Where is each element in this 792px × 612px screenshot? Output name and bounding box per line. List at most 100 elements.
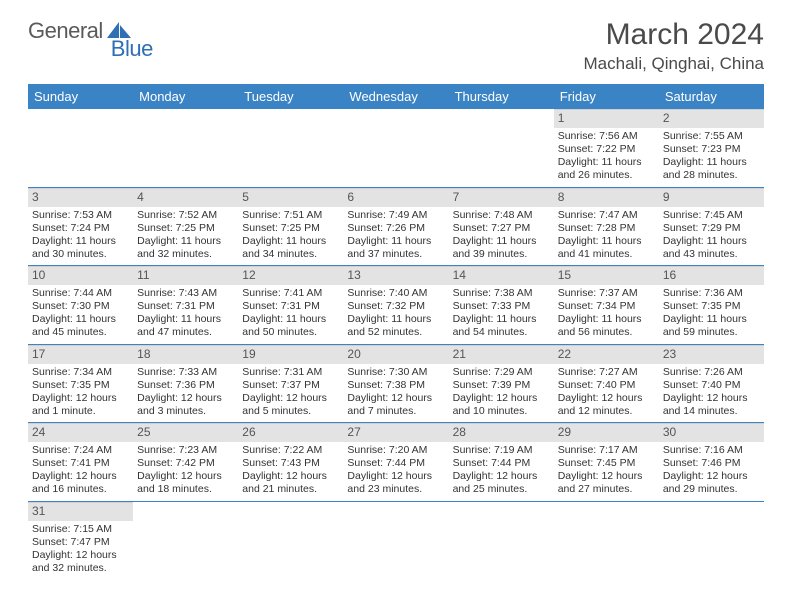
day-details: Sunrise: 7:45 AMSunset: 7:29 PMDaylight:…	[659, 207, 764, 266]
day-details: Sunrise: 7:20 AMSunset: 7:44 PMDaylight:…	[343, 442, 448, 501]
day-number: 10	[28, 266, 133, 285]
weekday-header: Sunday	[28, 84, 133, 109]
day-daylight: Daylight: 12 hours and 16 minutes.	[32, 470, 129, 496]
day-details: Sunrise: 7:16 AMSunset: 7:46 PMDaylight:…	[659, 442, 764, 501]
day-daylight: Daylight: 12 hours and 25 minutes.	[453, 470, 550, 496]
calendar-day: 15Sunrise: 7:37 AMSunset: 7:34 PMDayligh…	[554, 266, 659, 344]
day-number: 25	[133, 423, 238, 442]
day-details: Sunrise: 7:43 AMSunset: 7:31 PMDaylight:…	[133, 285, 238, 344]
calendar-day: 11Sunrise: 7:43 AMSunset: 7:31 PMDayligh…	[133, 266, 238, 344]
day-number: 30	[659, 423, 764, 442]
day-sunset: Sunset: 7:25 PM	[242, 222, 339, 235]
day-daylight: Daylight: 11 hours and 47 minutes.	[137, 313, 234, 339]
day-number: 16	[659, 266, 764, 285]
calendar-day: 27Sunrise: 7:20 AMSunset: 7:44 PMDayligh…	[343, 423, 448, 501]
page-title: March 2024	[584, 18, 764, 52]
day-number: 5	[238, 188, 343, 207]
day-number: 26	[238, 423, 343, 442]
calendar-day: 7Sunrise: 7:48 AMSunset: 7:27 PMDaylight…	[449, 188, 554, 266]
day-sunrise: Sunrise: 7:36 AM	[663, 287, 760, 300]
day-details: Sunrise: 7:56 AMSunset: 7:22 PMDaylight:…	[554, 128, 659, 187]
day-sunset: Sunset: 7:32 PM	[347, 300, 444, 313]
day-daylight: Daylight: 11 hours and 32 minutes.	[137, 235, 234, 261]
day-number: 11	[133, 266, 238, 285]
calendar-day: 29Sunrise: 7:17 AMSunset: 7:45 PMDayligh…	[554, 423, 659, 501]
calendar-day: 9Sunrise: 7:45 AMSunset: 7:29 PMDaylight…	[659, 188, 764, 266]
day-daylight: Daylight: 11 hours and 52 minutes.	[347, 313, 444, 339]
day-sunrise: Sunrise: 7:40 AM	[347, 287, 444, 300]
day-sunset: Sunset: 7:45 PM	[558, 457, 655, 470]
calendar-day: 1Sunrise: 7:56 AMSunset: 7:22 PMDaylight…	[554, 109, 659, 187]
day-number: 24	[28, 423, 133, 442]
day-sunrise: Sunrise: 7:43 AM	[137, 287, 234, 300]
day-details: Sunrise: 7:37 AMSunset: 7:34 PMDaylight:…	[554, 285, 659, 344]
calendar-day: 25Sunrise: 7:23 AMSunset: 7:42 PMDayligh…	[133, 423, 238, 501]
day-details: Sunrise: 7:24 AMSunset: 7:41 PMDaylight:…	[28, 442, 133, 501]
calendar-week: 1Sunrise: 7:56 AMSunset: 7:22 PMDaylight…	[28, 109, 764, 188]
day-details: Sunrise: 7:40 AMSunset: 7:32 PMDaylight:…	[343, 285, 448, 344]
day-daylight: Daylight: 12 hours and 14 minutes.	[663, 392, 760, 418]
title-block: March 2024 Machali, Qinghai, China	[584, 18, 764, 74]
day-sunset: Sunset: 7:24 PM	[32, 222, 129, 235]
day-sunset: Sunset: 7:40 PM	[558, 379, 655, 392]
day-details: Sunrise: 7:26 AMSunset: 7:40 PMDaylight:…	[659, 364, 764, 423]
day-daylight: Daylight: 11 hours and 34 minutes.	[242, 235, 339, 261]
day-number: 4	[133, 188, 238, 207]
day-daylight: Daylight: 12 hours and 7 minutes.	[347, 392, 444, 418]
day-number: 27	[343, 423, 448, 442]
day-daylight: Daylight: 11 hours and 45 minutes.	[32, 313, 129, 339]
day-sunrise: Sunrise: 7:17 AM	[558, 444, 655, 457]
weekday-header: Friday	[554, 84, 659, 109]
day-sunrise: Sunrise: 7:20 AM	[347, 444, 444, 457]
day-sunset: Sunset: 7:35 PM	[32, 379, 129, 392]
day-daylight: Daylight: 12 hours and 12 minutes.	[558, 392, 655, 418]
day-daylight: Daylight: 11 hours and 54 minutes.	[453, 313, 550, 339]
calendar-day-empty	[133, 502, 238, 580]
day-daylight: Daylight: 11 hours and 59 minutes.	[663, 313, 760, 339]
day-daylight: Daylight: 12 hours and 18 minutes.	[137, 470, 234, 496]
day-sunset: Sunset: 7:31 PM	[137, 300, 234, 313]
calendar-day: 8Sunrise: 7:47 AMSunset: 7:28 PMDaylight…	[554, 188, 659, 266]
day-number: 17	[28, 345, 133, 364]
day-number: 21	[449, 345, 554, 364]
day-sunset: Sunset: 7:25 PM	[137, 222, 234, 235]
logo: General Blue	[28, 18, 153, 62]
day-sunset: Sunset: 7:44 PM	[453, 457, 550, 470]
day-number: 12	[238, 266, 343, 285]
day-sunset: Sunset: 7:22 PM	[558, 143, 655, 156]
day-number: 3	[28, 188, 133, 207]
calendar-week: 17Sunrise: 7:34 AMSunset: 7:35 PMDayligh…	[28, 345, 764, 424]
calendar-day: 22Sunrise: 7:27 AMSunset: 7:40 PMDayligh…	[554, 345, 659, 423]
day-sunset: Sunset: 7:38 PM	[347, 379, 444, 392]
day-sunset: Sunset: 7:42 PM	[137, 457, 234, 470]
header: General Blue March 2024 Machali, Qinghai…	[0, 0, 792, 78]
calendar-day-empty	[449, 109, 554, 187]
day-number: 20	[343, 345, 448, 364]
day-sunrise: Sunrise: 7:33 AM	[137, 366, 234, 379]
day-number: 1	[554, 109, 659, 128]
calendar-day: 24Sunrise: 7:24 AMSunset: 7:41 PMDayligh…	[28, 423, 133, 501]
calendar-day: 14Sunrise: 7:38 AMSunset: 7:33 PMDayligh…	[449, 266, 554, 344]
day-sunrise: Sunrise: 7:30 AM	[347, 366, 444, 379]
day-sunrise: Sunrise: 7:37 AM	[558, 287, 655, 300]
day-sunrise: Sunrise: 7:26 AM	[663, 366, 760, 379]
day-sunset: Sunset: 7:26 PM	[347, 222, 444, 235]
day-sunrise: Sunrise: 7:47 AM	[558, 209, 655, 222]
day-sunset: Sunset: 7:28 PM	[558, 222, 655, 235]
day-details: Sunrise: 7:51 AMSunset: 7:25 PMDaylight:…	[238, 207, 343, 266]
day-sunset: Sunset: 7:27 PM	[453, 222, 550, 235]
calendar-day: 4Sunrise: 7:52 AMSunset: 7:25 PMDaylight…	[133, 188, 238, 266]
calendar-day-empty	[343, 502, 448, 580]
logo-text-general: General	[28, 18, 103, 44]
day-sunrise: Sunrise: 7:51 AM	[242, 209, 339, 222]
location-subtitle: Machali, Qinghai, China	[584, 54, 764, 74]
day-sunset: Sunset: 7:46 PM	[663, 457, 760, 470]
day-sunrise: Sunrise: 7:27 AM	[558, 366, 655, 379]
calendar-day: 16Sunrise: 7:36 AMSunset: 7:35 PMDayligh…	[659, 266, 764, 344]
calendar-day-empty	[449, 502, 554, 580]
day-number: 8	[554, 188, 659, 207]
day-number: 6	[343, 188, 448, 207]
day-details: Sunrise: 7:22 AMSunset: 7:43 PMDaylight:…	[238, 442, 343, 501]
day-number: 9	[659, 188, 764, 207]
day-daylight: Daylight: 12 hours and 21 minutes.	[242, 470, 339, 496]
